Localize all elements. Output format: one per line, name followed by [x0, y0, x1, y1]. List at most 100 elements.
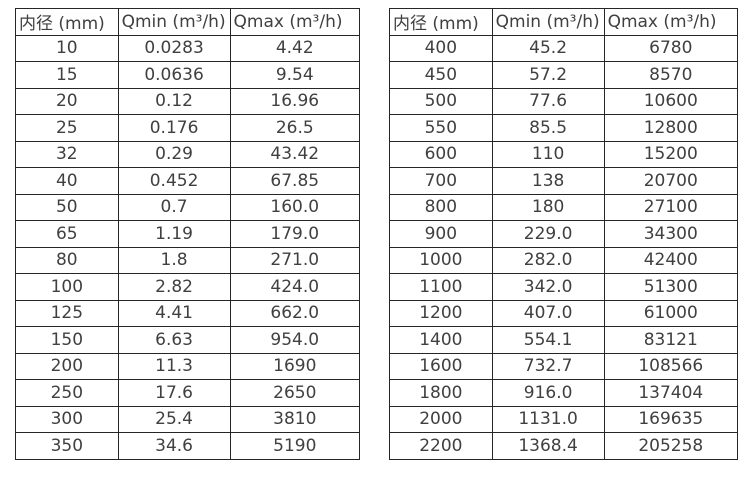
table-row: 125 4.41 662.0	[15, 299, 361, 327]
header-row: 内径 (mm) Qmin (m³/h) Qmax (m³/h)	[389, 8, 739, 36]
table-row: 150 6.63 954.0	[15, 326, 361, 354]
table-cell: 1200	[389, 299, 493, 327]
table-cell: 125	[15, 299, 119, 327]
table-cell: 6780	[603, 34, 739, 62]
table-cell: 17.6	[117, 379, 231, 407]
table-cell: 4.41	[117, 299, 231, 327]
table-row: 32 0.29 43.42	[15, 140, 361, 168]
table-row: 600 110 15200	[389, 140, 739, 168]
table-cell: 83121	[603, 326, 739, 354]
table-cell: 662.0	[229, 299, 361, 327]
table-cell: 40	[15, 167, 119, 195]
col-header-qmax: Qmax (m³/h)	[229, 8, 361, 36]
table-cell: 200	[15, 352, 119, 380]
table-row: 800 180 27100	[389, 193, 739, 221]
table-row: 2000 1131.0 169635	[389, 405, 739, 433]
table-row: 900 229.0 34300	[389, 220, 739, 248]
table-row: 2200 1368.4 205258	[389, 432, 739, 460]
table-row: 500 77.6 10600	[389, 87, 739, 115]
table-cell: 732.7	[491, 352, 605, 380]
table-row: 25 0.176 26.5	[15, 114, 361, 142]
table-cell: 67.85	[229, 167, 361, 195]
table-row: 65 1.19 179.0	[15, 220, 361, 248]
table-cell: 10	[15, 34, 119, 62]
table-cell: 20700	[603, 167, 739, 195]
table-cell: 77.6	[491, 87, 605, 115]
table-cell: 43.42	[229, 140, 361, 168]
table-cell: 342.0	[491, 273, 605, 301]
table-cell: 20	[15, 87, 119, 115]
table-row: 350 34.6 5190	[15, 432, 361, 460]
table-row: 200 11.3 1690	[15, 352, 361, 380]
table-cell: 26.5	[229, 114, 361, 142]
table-cell: 42400	[603, 246, 739, 274]
table-cell: 34.6	[117, 432, 231, 460]
table-cell: 1600	[389, 352, 493, 380]
table-cell: 916.0	[491, 379, 605, 407]
table-cell: 0.0636	[117, 61, 231, 89]
table-cell: 169635	[603, 405, 739, 433]
table-row: 1800 916.0 137404	[389, 379, 739, 407]
table-row: 550 85.5 12800	[389, 114, 739, 142]
table-cell: 407.0	[491, 299, 605, 327]
table-cell: 137404	[603, 379, 739, 407]
table-row: 20 0.12 16.96	[15, 87, 361, 115]
table-row: 80 1.8 271.0	[15, 246, 361, 274]
table-cell: 80	[15, 246, 119, 274]
table-cell: 61000	[603, 299, 739, 327]
table-cell: 51300	[603, 273, 739, 301]
table-cell: 160.0	[229, 193, 361, 221]
table-cell: 100	[15, 273, 119, 301]
col-header-qmax: Qmax (m³/h)	[603, 8, 739, 36]
table-cell: 5190	[229, 432, 361, 460]
table-cell: 25	[15, 114, 119, 142]
table-cell: 2650	[229, 379, 361, 407]
table-cell: 85.5	[491, 114, 605, 142]
col-header-qmin: Qmin (m³/h)	[117, 8, 231, 36]
table-cell: 180	[491, 193, 605, 221]
table-cell: 0.452	[117, 167, 231, 195]
table-cell: 110	[491, 140, 605, 168]
table-cell: 138	[491, 167, 605, 195]
table-cell: 954.0	[229, 326, 361, 354]
table-cell: 1368.4	[491, 432, 605, 460]
table-cell: 32	[15, 140, 119, 168]
table-cell: 8570	[603, 61, 739, 89]
table-cell: 1100	[389, 273, 493, 301]
table-row: 1400 554.1 83121	[389, 326, 739, 354]
table-cell: 1800	[389, 379, 493, 407]
table-cell: 15200	[603, 140, 739, 168]
table-cell: 229.0	[491, 220, 605, 248]
table-cell: 400	[389, 34, 493, 62]
table-cell: 0.0283	[117, 34, 231, 62]
table-cell: 0.7	[117, 193, 231, 221]
table-cell: 300	[15, 405, 119, 433]
table-body: 400 45.2 6780 450 57.2 8570 500 77.6 10600 550 85.…	[389, 34, 739, 460]
table-cell: 1400	[389, 326, 493, 354]
table-cell: 50	[15, 193, 119, 221]
table-cell: 800	[389, 193, 493, 221]
flow-table-large-diameters: 内径 (mm) Qmin (m³/h) Qmax (m³/h) 400 45.2 6…	[389, 8, 739, 460]
table-row: 400 45.2 6780	[389, 34, 739, 62]
table-cell: 179.0	[229, 220, 361, 248]
table-cell: 4.42	[229, 34, 361, 62]
table-cell: 424.0	[229, 273, 361, 301]
table-row: 1600 732.7 108566	[389, 352, 739, 380]
table-row: 700 138 20700	[389, 167, 739, 195]
table-row: 300 25.4 3810	[15, 405, 361, 433]
table-cell: 205258	[603, 432, 739, 460]
table-cell: 65	[15, 220, 119, 248]
table-row: 40 0.452 67.85	[15, 167, 361, 195]
table-cell: 25.4	[117, 405, 231, 433]
header-row: 内径 (mm) Qmin (m³/h) Qmax (m³/h)	[15, 8, 361, 36]
col-header-inner-diameter: 内径 (mm)	[15, 8, 119, 36]
table-row: 1100 342.0 51300	[389, 273, 739, 301]
table-cell: 0.12	[117, 87, 231, 115]
table-body: 10 0.0283 4.42 15 0.0636 9.54 20 0.12 16.96 25 0.1…	[15, 34, 361, 460]
table-cell: 1.8	[117, 246, 231, 274]
col-header-qmin: Qmin (m³/h)	[491, 8, 605, 36]
table-cell: 282.0	[491, 246, 605, 274]
table-cell: 1.19	[117, 220, 231, 248]
table-cell: 250	[15, 379, 119, 407]
table-cell: 27100	[603, 193, 739, 221]
